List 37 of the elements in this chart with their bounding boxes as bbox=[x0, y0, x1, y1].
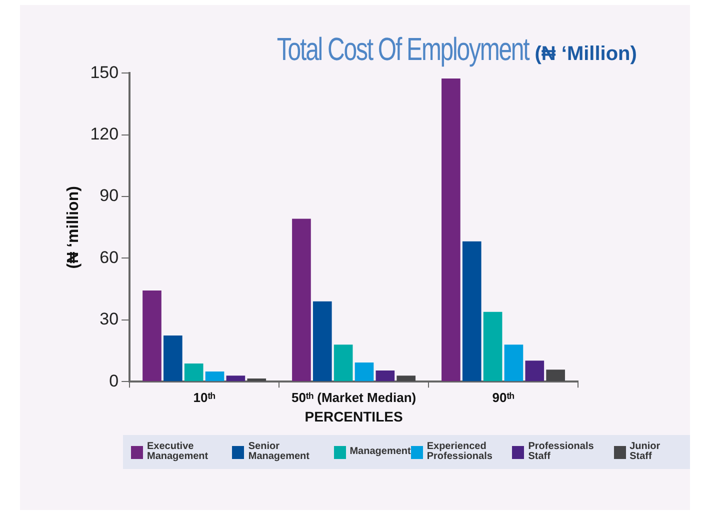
bar bbox=[504, 344, 524, 382]
bar bbox=[247, 378, 266, 382]
bar bbox=[546, 370, 565, 382]
bar bbox=[334, 344, 353, 382]
chart-title: Total Cost Of Employment bbox=[276, 31, 529, 68]
bar bbox=[442, 78, 460, 382]
y-tick-label: 30 bbox=[100, 310, 119, 329]
bar bbox=[184, 364, 204, 382]
y-tick-label: 0 bbox=[109, 371, 119, 390]
x-tick-label: 10ᵗʰ bbox=[193, 390, 216, 405]
bar bbox=[376, 370, 395, 382]
bar bbox=[483, 312, 502, 382]
y-tick-label: 90 bbox=[100, 186, 119, 206]
y-tick-label: 150 bbox=[90, 62, 119, 82]
legend-label: Junior Staff bbox=[630, 441, 662, 462]
bar bbox=[312, 301, 332, 382]
y-tick-label: 120 bbox=[90, 124, 119, 144]
legend-label: Professionals Staff bbox=[528, 441, 595, 462]
legend-label: Management bbox=[350, 446, 411, 457]
legend-label: Senior Management bbox=[248, 441, 310, 462]
bar bbox=[163, 336, 182, 382]
bar bbox=[462, 241, 482, 382]
legend-label: Executive Management bbox=[147, 441, 210, 462]
x-tick-label: 90ᵗʰ bbox=[492, 390, 515, 405]
bar bbox=[525, 360, 544, 382]
chart-subtitle: (₦ ‘Million) bbox=[534, 43, 637, 65]
x-axis-title: PERCENTILES bbox=[304, 408, 403, 424]
bar bbox=[354, 362, 374, 382]
bar bbox=[396, 376, 416, 382]
bar bbox=[226, 376, 246, 382]
x-tick-label: 50ᵗʰ (Market Median) bbox=[291, 390, 416, 405]
y-tick-label: 60 bbox=[100, 248, 119, 267]
legend-label: Experienced Professionals bbox=[426, 441, 494, 462]
y-axis-title: (₦ ‘million) bbox=[65, 186, 82, 269]
bar bbox=[292, 218, 311, 382]
bar bbox=[142, 290, 162, 382]
bar bbox=[205, 372, 224, 382]
